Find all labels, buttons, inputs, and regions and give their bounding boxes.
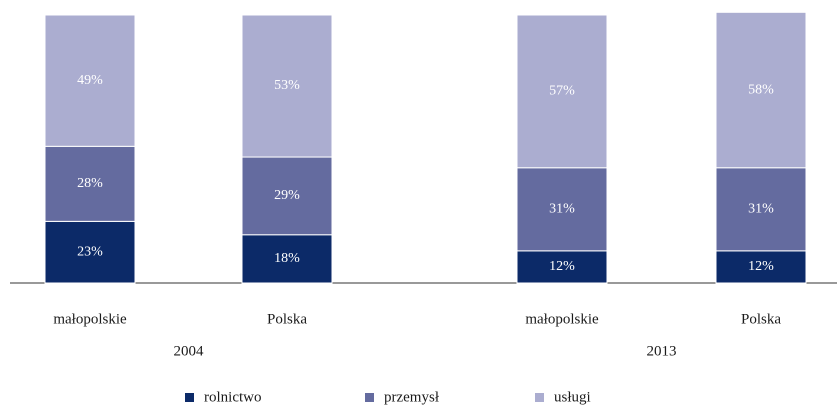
bar-segment xyxy=(715,11,807,169)
x-tick-label: Polska xyxy=(741,311,781,327)
bar-segment xyxy=(44,145,136,222)
value-label: 29% xyxy=(274,188,300,203)
bar-segment xyxy=(516,14,608,169)
value-label: 53% xyxy=(274,78,300,93)
legend-swatch xyxy=(365,393,374,402)
x-tick-label: małopolskie xyxy=(53,311,127,327)
bar-segment xyxy=(516,250,608,284)
bar-segment xyxy=(715,250,807,284)
legend-label: usługi xyxy=(554,389,591,405)
bar-segment xyxy=(516,167,608,252)
value-label: 12% xyxy=(549,259,575,274)
bar-segment xyxy=(44,220,136,284)
group-label: 2004 xyxy=(174,343,205,359)
value-label: 28% xyxy=(77,176,103,191)
value-label: 12% xyxy=(748,259,774,274)
bar-segment xyxy=(241,234,333,284)
value-label: 31% xyxy=(549,202,575,217)
value-label: 58% xyxy=(748,82,774,97)
value-label: 49% xyxy=(77,73,103,88)
bar-segment xyxy=(44,14,136,147)
value-label: 18% xyxy=(274,251,300,266)
legend-label: rolnictwo xyxy=(204,389,262,405)
x-tick-label: Polska xyxy=(267,311,307,327)
legend-label: przemysł xyxy=(384,389,440,405)
value-label: 31% xyxy=(748,202,774,217)
value-label: 23% xyxy=(77,244,103,259)
value-label: 57% xyxy=(549,84,575,99)
bar-segment xyxy=(715,167,807,252)
x-tick-label: małopolskie xyxy=(525,311,599,327)
bar-segment xyxy=(241,14,333,158)
group-label: 2013 xyxy=(647,343,677,359)
legend-swatch xyxy=(185,393,194,402)
bar-segment xyxy=(241,156,333,236)
legend-swatch xyxy=(535,393,544,402)
